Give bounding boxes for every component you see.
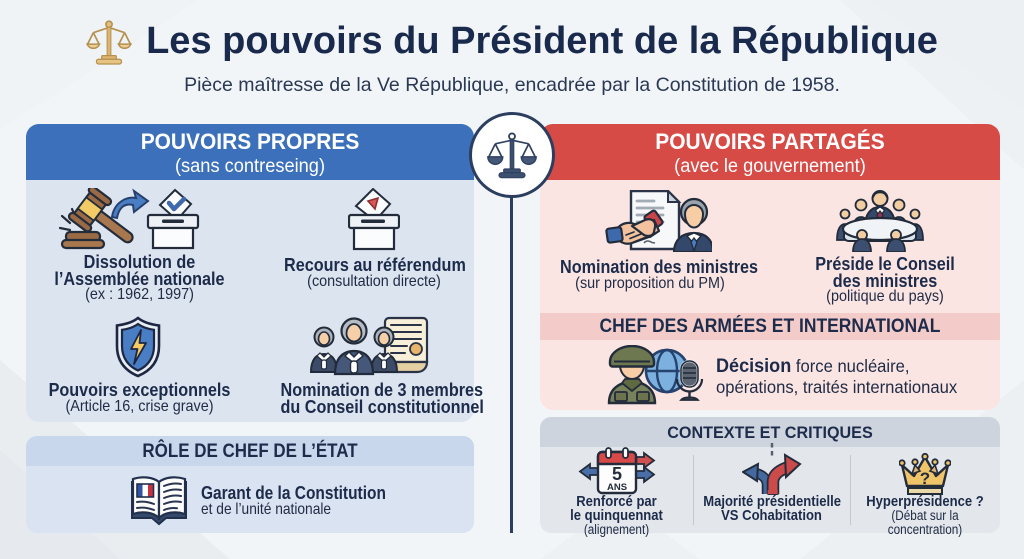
svg-text:?: ? — [920, 469, 930, 488]
svg-text:5: 5 — [611, 464, 621, 484]
svg-text:ANS: ANS — [606, 482, 626, 493]
